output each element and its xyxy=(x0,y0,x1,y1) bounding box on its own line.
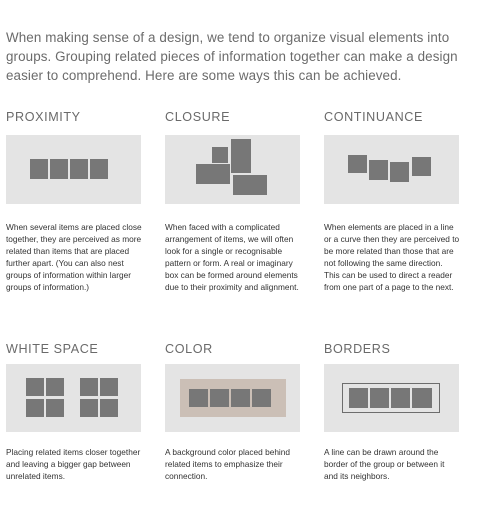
section-title-continuance: CONTINUANCE xyxy=(324,110,423,124)
section-text-color: A background color placed behind related… xyxy=(165,447,291,482)
section-text-continuance: When elements are placed in a line or a … xyxy=(324,222,460,293)
closure-square xyxy=(231,139,251,173)
proximity-square xyxy=(70,159,88,179)
continuance-square xyxy=(412,157,431,176)
section-title-closure: CLOSURE xyxy=(165,110,231,124)
white-space-square xyxy=(26,378,44,396)
section-text-closure: When faced with a complicated arrangemen… xyxy=(165,222,299,293)
borders-square xyxy=(370,388,389,408)
section-title-white-space: WHITE SPACE xyxy=(6,342,99,356)
color-square xyxy=(231,389,250,407)
intro-paragraph: When making sense of a design, we tend t… xyxy=(6,30,458,84)
section-text-white-space: Placing related items closer together an… xyxy=(6,447,141,482)
proximity-square xyxy=(30,159,48,179)
color-square xyxy=(189,389,208,407)
section-title-proximity: PROXIMITY xyxy=(6,110,81,124)
section-text-borders: A line can be drawn around the border of… xyxy=(324,447,445,482)
proximity-square xyxy=(50,159,68,179)
white-space-square xyxy=(100,399,118,417)
continuance-square xyxy=(390,162,409,182)
section-title-borders: BORDERS xyxy=(324,342,391,356)
closure-square xyxy=(212,147,228,163)
continuance-illustration xyxy=(324,135,459,204)
white-space-square xyxy=(26,399,44,417)
white-space-square xyxy=(80,378,98,396)
color-square xyxy=(210,389,229,407)
borders-square xyxy=(412,388,432,408)
proximity-square xyxy=(90,159,108,179)
color-illustration xyxy=(165,364,300,432)
white-space-square xyxy=(80,399,98,417)
closure-illustration xyxy=(165,135,300,204)
white-space-square xyxy=(100,378,118,396)
color-square xyxy=(252,389,271,407)
section-text-proximity: When several items are placed close toge… xyxy=(6,222,142,293)
proximity-illustration xyxy=(6,135,141,204)
borders-square xyxy=(391,388,410,408)
continuance-square xyxy=(348,155,367,173)
borders-outline-box xyxy=(342,383,440,413)
section-title-color: COLOR xyxy=(165,342,213,356)
white-space-square xyxy=(46,378,64,396)
continuance-square xyxy=(369,160,388,180)
closure-square xyxy=(196,164,230,184)
white-space-illustration xyxy=(6,364,141,432)
white-space-square xyxy=(46,399,64,417)
borders-illustration xyxy=(324,364,459,432)
closure-square xyxy=(233,175,267,195)
borders-square xyxy=(349,388,368,408)
